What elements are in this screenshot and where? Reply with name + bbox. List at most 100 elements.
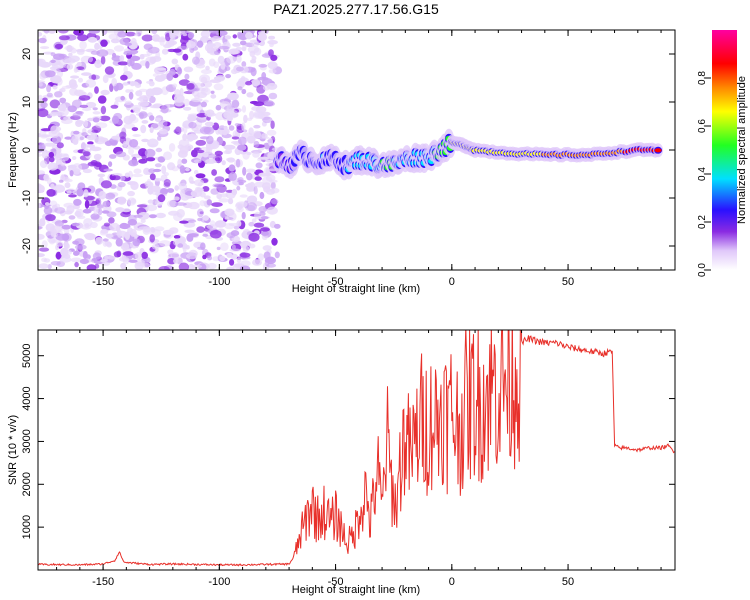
spectrogram-noise-cell xyxy=(189,180,196,184)
spectrogram-noise-cell xyxy=(209,208,220,214)
spectrogram-noise-cell xyxy=(216,246,221,251)
spectrogram-noise-cell xyxy=(38,226,43,230)
spectrogram-noise-cell xyxy=(221,160,226,166)
spectrogram-noise-cell xyxy=(245,32,253,40)
spectrogram-noise-cell xyxy=(74,261,79,268)
spectrogram-noise-cell xyxy=(87,117,95,122)
spectrogram-noise-cell xyxy=(79,136,84,141)
spectrogram-noise-cell xyxy=(105,233,114,238)
spectrogram-x-tick-label: -100 xyxy=(208,276,230,288)
spectrogram-noise-cell xyxy=(102,200,111,208)
spectrogram-noise-cell xyxy=(133,107,141,114)
spectrogram-noise-cell xyxy=(149,115,155,121)
spectrogram-noise-cell xyxy=(98,137,109,143)
spectrogram-noise-cell xyxy=(216,193,222,200)
spectrogram-y-tick-label: -10 xyxy=(21,190,33,206)
spectrogram-noise-cell xyxy=(274,223,281,229)
spectrogram-noise-cell xyxy=(137,212,150,220)
spectrogram-noise-cell xyxy=(59,97,67,104)
spectrogram-noise-cell xyxy=(266,129,277,136)
spectrogram-noise-cell xyxy=(191,264,203,269)
spectrogram-noise-cell xyxy=(241,88,247,95)
spectrogram-noise-cell xyxy=(178,182,188,192)
spectrogram-noise-cell xyxy=(173,258,179,264)
spectrogram-noise-cell xyxy=(270,120,275,129)
spectrogram-noise-cell xyxy=(171,166,179,172)
spectrogram-x-tick-label: -50 xyxy=(328,276,344,288)
spectrogram-noise-cell xyxy=(85,101,97,109)
spectrogram-noise-cell xyxy=(90,221,98,229)
spectrogram-noise-cell xyxy=(68,194,77,198)
spectrogram-noise-cell xyxy=(131,37,137,45)
spectrogram-noise-cell xyxy=(224,208,235,217)
snr-y-tick-label: 5000 xyxy=(21,343,33,367)
spectrogram-noise-cell xyxy=(101,210,110,214)
spectrogram-noise-cell xyxy=(187,114,198,122)
spectrogram-noise-cell xyxy=(155,212,166,219)
spectrogram-noise-cell xyxy=(77,215,86,220)
spectrogram-noise-cell xyxy=(236,257,242,264)
spectrogram-noise-cell xyxy=(73,130,80,135)
spectrogram-noise-cell xyxy=(151,243,160,250)
spectrogram-noise-cell xyxy=(185,167,190,172)
spectrogram-noise-cell xyxy=(248,243,256,249)
colorbar-tick-label: 0.4 xyxy=(697,167,708,181)
spectrogram-noise-cell xyxy=(260,227,270,232)
spectrogram-noise-cell xyxy=(154,75,165,82)
spectrogram-noise-cell xyxy=(120,175,126,182)
spectrogram-noise-cell xyxy=(79,40,87,50)
spectrogram-noise-cell xyxy=(61,85,72,90)
spectrogram-noise-cell xyxy=(228,198,234,205)
spectrogram-noise-cell xyxy=(231,136,240,140)
spectrogram-noise-cell xyxy=(99,115,111,122)
spectrogram-noise-cell xyxy=(257,253,264,261)
spectrogram-noise-cell xyxy=(111,78,118,87)
spectrogram-noise-cell xyxy=(243,114,248,124)
spectrogram-noise-cell xyxy=(183,66,194,73)
spectrogram-noise-cell xyxy=(186,233,194,242)
spectrogram-noise-cell xyxy=(267,168,277,172)
spectrogram-noise-cell xyxy=(246,135,256,144)
spectrogram-noise-cell xyxy=(56,142,64,149)
spectrogram-noise-cell xyxy=(200,101,207,108)
spectrogram-noise-cell xyxy=(109,154,117,159)
spectrogram-noise-cell xyxy=(249,110,255,120)
spectrogram-noise-cell xyxy=(154,163,162,168)
spectrogram-noise-cell xyxy=(135,90,143,97)
spectrogram-noise-cell xyxy=(91,74,97,81)
spectrogram-noise-cell xyxy=(174,202,187,206)
spectrogram-noise-cell xyxy=(224,216,229,220)
spectrogram-noise-cell xyxy=(128,91,134,100)
spectrogram-noise-cell xyxy=(117,31,127,38)
spectrogram-noise-cell xyxy=(110,104,119,109)
spectrogram-noise-cell xyxy=(75,120,85,125)
spectrogram-noise-cell xyxy=(250,59,257,64)
spectrogram-noise-cell xyxy=(192,56,200,65)
spectrogram-noise-cell xyxy=(100,55,106,65)
spectrogram-noise-cell xyxy=(199,126,211,135)
spectrogram-noise-cell xyxy=(38,170,45,175)
spectrogram-noise-cell xyxy=(144,148,156,158)
spectrogram-noise-cell xyxy=(62,176,70,181)
spectrogram-noise-cell xyxy=(253,47,262,56)
spectrogram-noise-cell xyxy=(39,218,46,227)
spectrogram-noise-cell xyxy=(210,94,217,99)
spectrogram-noise-cell xyxy=(262,116,273,124)
spectrogram-noise-cell xyxy=(165,32,171,42)
spectrogram-noise-cell xyxy=(245,168,256,173)
spectrogram-noise-cell xyxy=(252,130,262,139)
spectrogram-noise-cell xyxy=(76,62,82,67)
spectrogram-noise-cell xyxy=(193,82,205,89)
spectrogram-noise-cell xyxy=(250,67,257,77)
spectrogram-noise-cell xyxy=(268,69,277,74)
spectrogram-noise-cell xyxy=(120,242,130,251)
spectrogram-noise-cell xyxy=(87,141,94,145)
spectrogram-noise-cell xyxy=(61,118,73,125)
spectrogram-noise-cell xyxy=(193,159,202,164)
spectrogram-noise-cell xyxy=(91,129,99,133)
spectrogram-noise-cell xyxy=(258,63,268,68)
spectrogram-noise-cell xyxy=(94,263,100,269)
spectrogram-noise-cell xyxy=(129,139,139,148)
spectrogram-noise-cell xyxy=(93,207,99,215)
spectrogram-noise-cell xyxy=(98,45,103,50)
